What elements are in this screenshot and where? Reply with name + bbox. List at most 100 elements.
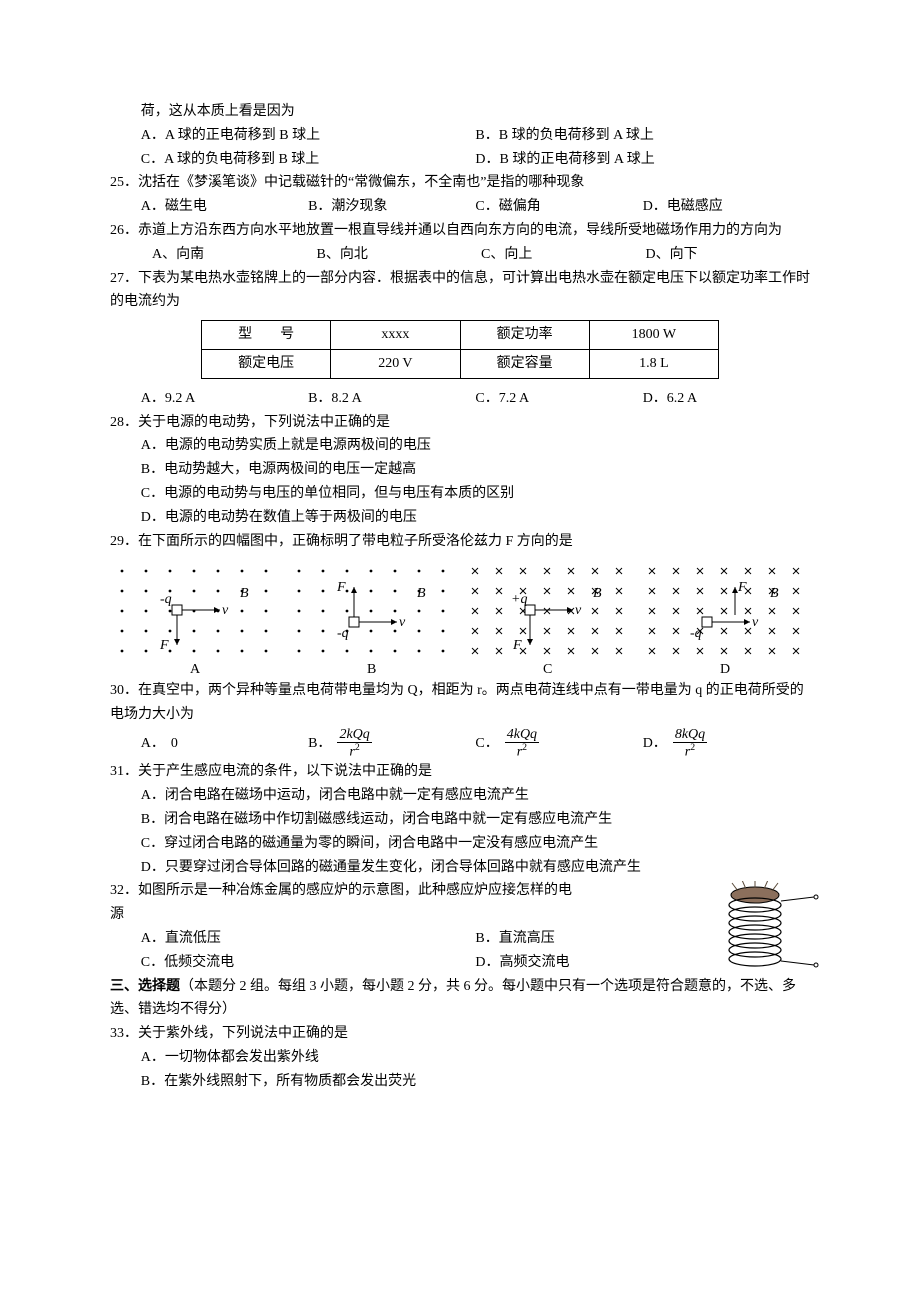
q30-opts: A． 0 B． 2kQqr2 C． 4kQqr2 D． 8kQqr2 <box>110 727 810 760</box>
q24-opt-b: B．B 球的负电荷移到 A 球上 <box>475 124 810 148</box>
svg-text:B: B <box>240 586 249 601</box>
q26-stem: 26．赤道上方沿东西方向水平地放置一根直导线并通以自西向东方向的电流，导线所受地… <box>110 219 810 243</box>
q32-opts-row2: C．低频交流电 D．高频交流电 <box>110 951 810 975</box>
frac-num: 8kQq <box>673 727 707 743</box>
cell: 额定容量 <box>460 349 589 378</box>
cell: 额定电压 <box>202 349 331 378</box>
q33-opt-b: B．在紫外线照射下，所有物质都会发出荧光 <box>110 1070 810 1094</box>
svg-text:v: v <box>399 615 406 630</box>
q29-panel-a: -q v F B A <box>110 557 280 677</box>
q25-stem: 25．沈括在《梦溪笔谈》中记载磁针的“常微偏东，不全南也”是指的哪种现象 <box>110 171 810 195</box>
opt-label: B． <box>308 732 331 756</box>
q30-stem: 30．在真空中，两个异种等量点电荷带电量均为 Q，相距为 r。两点电荷连线中点有… <box>110 679 810 727</box>
q32-block: 32．如图所示是一种冶炼金属的感应炉的示意图，此种感应炉应接怎样的电 源 A．直… <box>110 879 810 974</box>
q29-stem-text: 29．在下面所示的四幅图中，正确标明了带电粒子所受洛伦兹力 F 方向的是 <box>110 534 573 549</box>
cell: 型 号 <box>202 321 331 350</box>
svg-text:+q: +q <box>511 592 527 607</box>
q30-opt-a: A． 0 <box>141 732 308 756</box>
q28-opt-b: B．电动势越大，电源两极间的电压一定越高 <box>110 458 810 482</box>
svg-text:v: v <box>222 603 229 618</box>
section3-heading: 三、选择题（本题分 2 组。每组 3 小题，每小题 2 分，共 6 分。每小题中… <box>110 975 810 1023</box>
section3-tail: （本题分 2 组。每组 3 小题，每小题 2 分，共 6 分。每小题中只有一个选… <box>110 979 796 1018</box>
q27-table: 型 号 xxxx 额定功率 1800 W 额定电压 220 V 额定容量 1.8… <box>201 320 719 379</box>
q27-opt-a: A．9.2 A <box>141 387 308 411</box>
q31-opt-a: A．闭合电路在磁场中运动，闭合电路中就一定有感应电流产生 <box>110 784 810 808</box>
frac-num: 4kQq <box>505 727 539 743</box>
q24-stem-cont: 荷，这从本质上看是因为 <box>110 100 810 124</box>
q25-opt-a: A．磁生电 <box>141 195 308 219</box>
svg-text:F: F <box>737 580 747 595</box>
q24-opt-d: D．B 球的正电荷移到 A 球上 <box>475 148 810 172</box>
table-row: 型 号 xxxx 额定功率 1800 W <box>202 321 719 350</box>
q30-opt-d: D． 8kQqr2 <box>643 727 810 760</box>
q27-opts: A．9.2 A B．8.2 A C．7.2 A D．6.2 A <box>110 387 810 411</box>
q27-opt-c: C．7.2 A <box>475 387 642 411</box>
opt-label: C． <box>475 732 498 756</box>
svg-text:F: F <box>336 580 346 595</box>
q31-opt-c: C．穿过闭合电路的磁通量为零的瞬间，闭合电路中一定没有感应电流产生 <box>110 832 810 856</box>
q32-stem-1: 32．如图所示是一种冶炼金属的感应炉的示意图，此种感应炉应接怎样的电 <box>110 879 810 903</box>
q24-opts-row1: A．A 球的正电荷移到 B 球上 B．B 球的负电荷移到 A 球上 <box>110 124 810 148</box>
q29-panel-d: -q v F B D <box>640 557 810 677</box>
svg-text:v: v <box>752 615 759 630</box>
q26-opt-a: A、向南 <box>152 243 317 267</box>
svg-text:D: D <box>720 662 730 677</box>
svg-text:B: B <box>593 586 602 601</box>
cell: 额定功率 <box>460 321 589 350</box>
q28-opt-c: C．电源的电动势与电压的单位相同，但与电压有本质的区别 <box>110 482 810 506</box>
q25-opt-d: D．电磁感应 <box>643 195 810 219</box>
svg-text:F: F <box>159 638 169 653</box>
opt-label: A． <box>141 732 165 756</box>
q25-opts: A．磁生电 B．潮汐现象 C．磁偏角 D．电磁感应 <box>110 195 810 219</box>
q24-opt-a: A．A 球的正电荷移到 B 球上 <box>141 124 476 148</box>
q32-stem-2: 源 <box>110 903 810 927</box>
q31-opt-d: D．只要穿过闭合导体回路的磁通量发生变化，闭合导体回路中就有感应电流产生 <box>110 856 810 880</box>
table-row: 额定电压 220 V 额定容量 1.8 L <box>202 349 719 378</box>
section3-head: 三、选择题 <box>110 979 180 994</box>
frac-num: 2kQq <box>337 727 371 743</box>
q27-opt-b: B．8.2 A <box>308 387 475 411</box>
q25-opt-b: B．潮汐现象 <box>308 195 475 219</box>
q29-panel-c: +q v F B C <box>463 557 633 677</box>
cell: 1800 W <box>589 321 718 350</box>
opt-label: D． <box>643 732 667 756</box>
q26-opt-b: B、向北 <box>317 243 482 267</box>
cell: xxxx <box>331 321 460 350</box>
q28-stem: 28．关于电源的电动势，下列说法中正确的是 <box>110 411 810 435</box>
svg-text:A: A <box>190 662 201 677</box>
q30-opt-b: B． 2kQqr2 <box>308 727 475 760</box>
cell: 220 V <box>331 349 460 378</box>
q29-panel-b: -q v F B B <box>287 557 457 677</box>
svg-text:C: C <box>543 662 552 677</box>
svg-text:B: B <box>770 586 779 601</box>
svg-text:-q: -q <box>337 626 349 641</box>
svg-text:B: B <box>367 662 376 677</box>
q28-opt-d: D．电源的电动势在数值上等于两极间的电压 <box>110 506 810 530</box>
q24-opt-c: C．A 球的负电荷移到 B 球上 <box>141 148 476 172</box>
svg-text:F: F <box>512 638 522 653</box>
q31-opt-b: B．闭合电路在磁场中作切割磁感线运动，闭合电路中就一定有感应电流产生 <box>110 808 810 832</box>
q30-opt-c: C． 4kQqr2 <box>475 727 642 760</box>
q27-opt-d: D．6.2 A <box>643 387 810 411</box>
q26-opt-c: C、向上 <box>481 243 646 267</box>
induction-furnace-icon <box>710 881 820 976</box>
q25-opt-c: C．磁偏角 <box>475 195 642 219</box>
svg-text:v: v <box>575 603 582 618</box>
q27-stem: 27．下表为某电热水壶铭牌上的一部分内容．根据表中的信息，可计算出电热水壶在额定… <box>110 267 810 315</box>
q29-stem: 29．在下面所示的四幅图中，正确标明了带电粒子所受洛伦兹力 F 方向的是 <box>110 530 810 554</box>
opt-val: 0 <box>171 732 178 756</box>
svg-text:B: B <box>417 586 426 601</box>
frac-den: r2 <box>673 743 707 760</box>
q24-opts-row2: C．A 球的负电荷移到 B 球上 D．B 球的正电荷移到 A 球上 <box>110 148 810 172</box>
q26-opt-d: D、向下 <box>646 243 811 267</box>
q28-opt-a: A．电源的电动势实质上就是电源两极间的电压 <box>110 434 810 458</box>
q33-opt-a: A．一切物体都会发出紫外线 <box>110 1046 810 1070</box>
cell: 1.8 L <box>589 349 718 378</box>
q31-stem: 31．关于产生感应电流的条件，以下说法中正确的是 <box>110 760 810 784</box>
svg-text:-q: -q <box>160 592 172 607</box>
q29-figures: -q v F B A -q v F B B +q v F B C -q v <box>110 557 810 677</box>
frac-den: r2 <box>505 743 539 760</box>
q32-opt-c: C．低频交流电 <box>141 951 476 975</box>
frac-den: r2 <box>337 743 371 760</box>
q32-opt-a: A．直流低压 <box>141 927 476 951</box>
